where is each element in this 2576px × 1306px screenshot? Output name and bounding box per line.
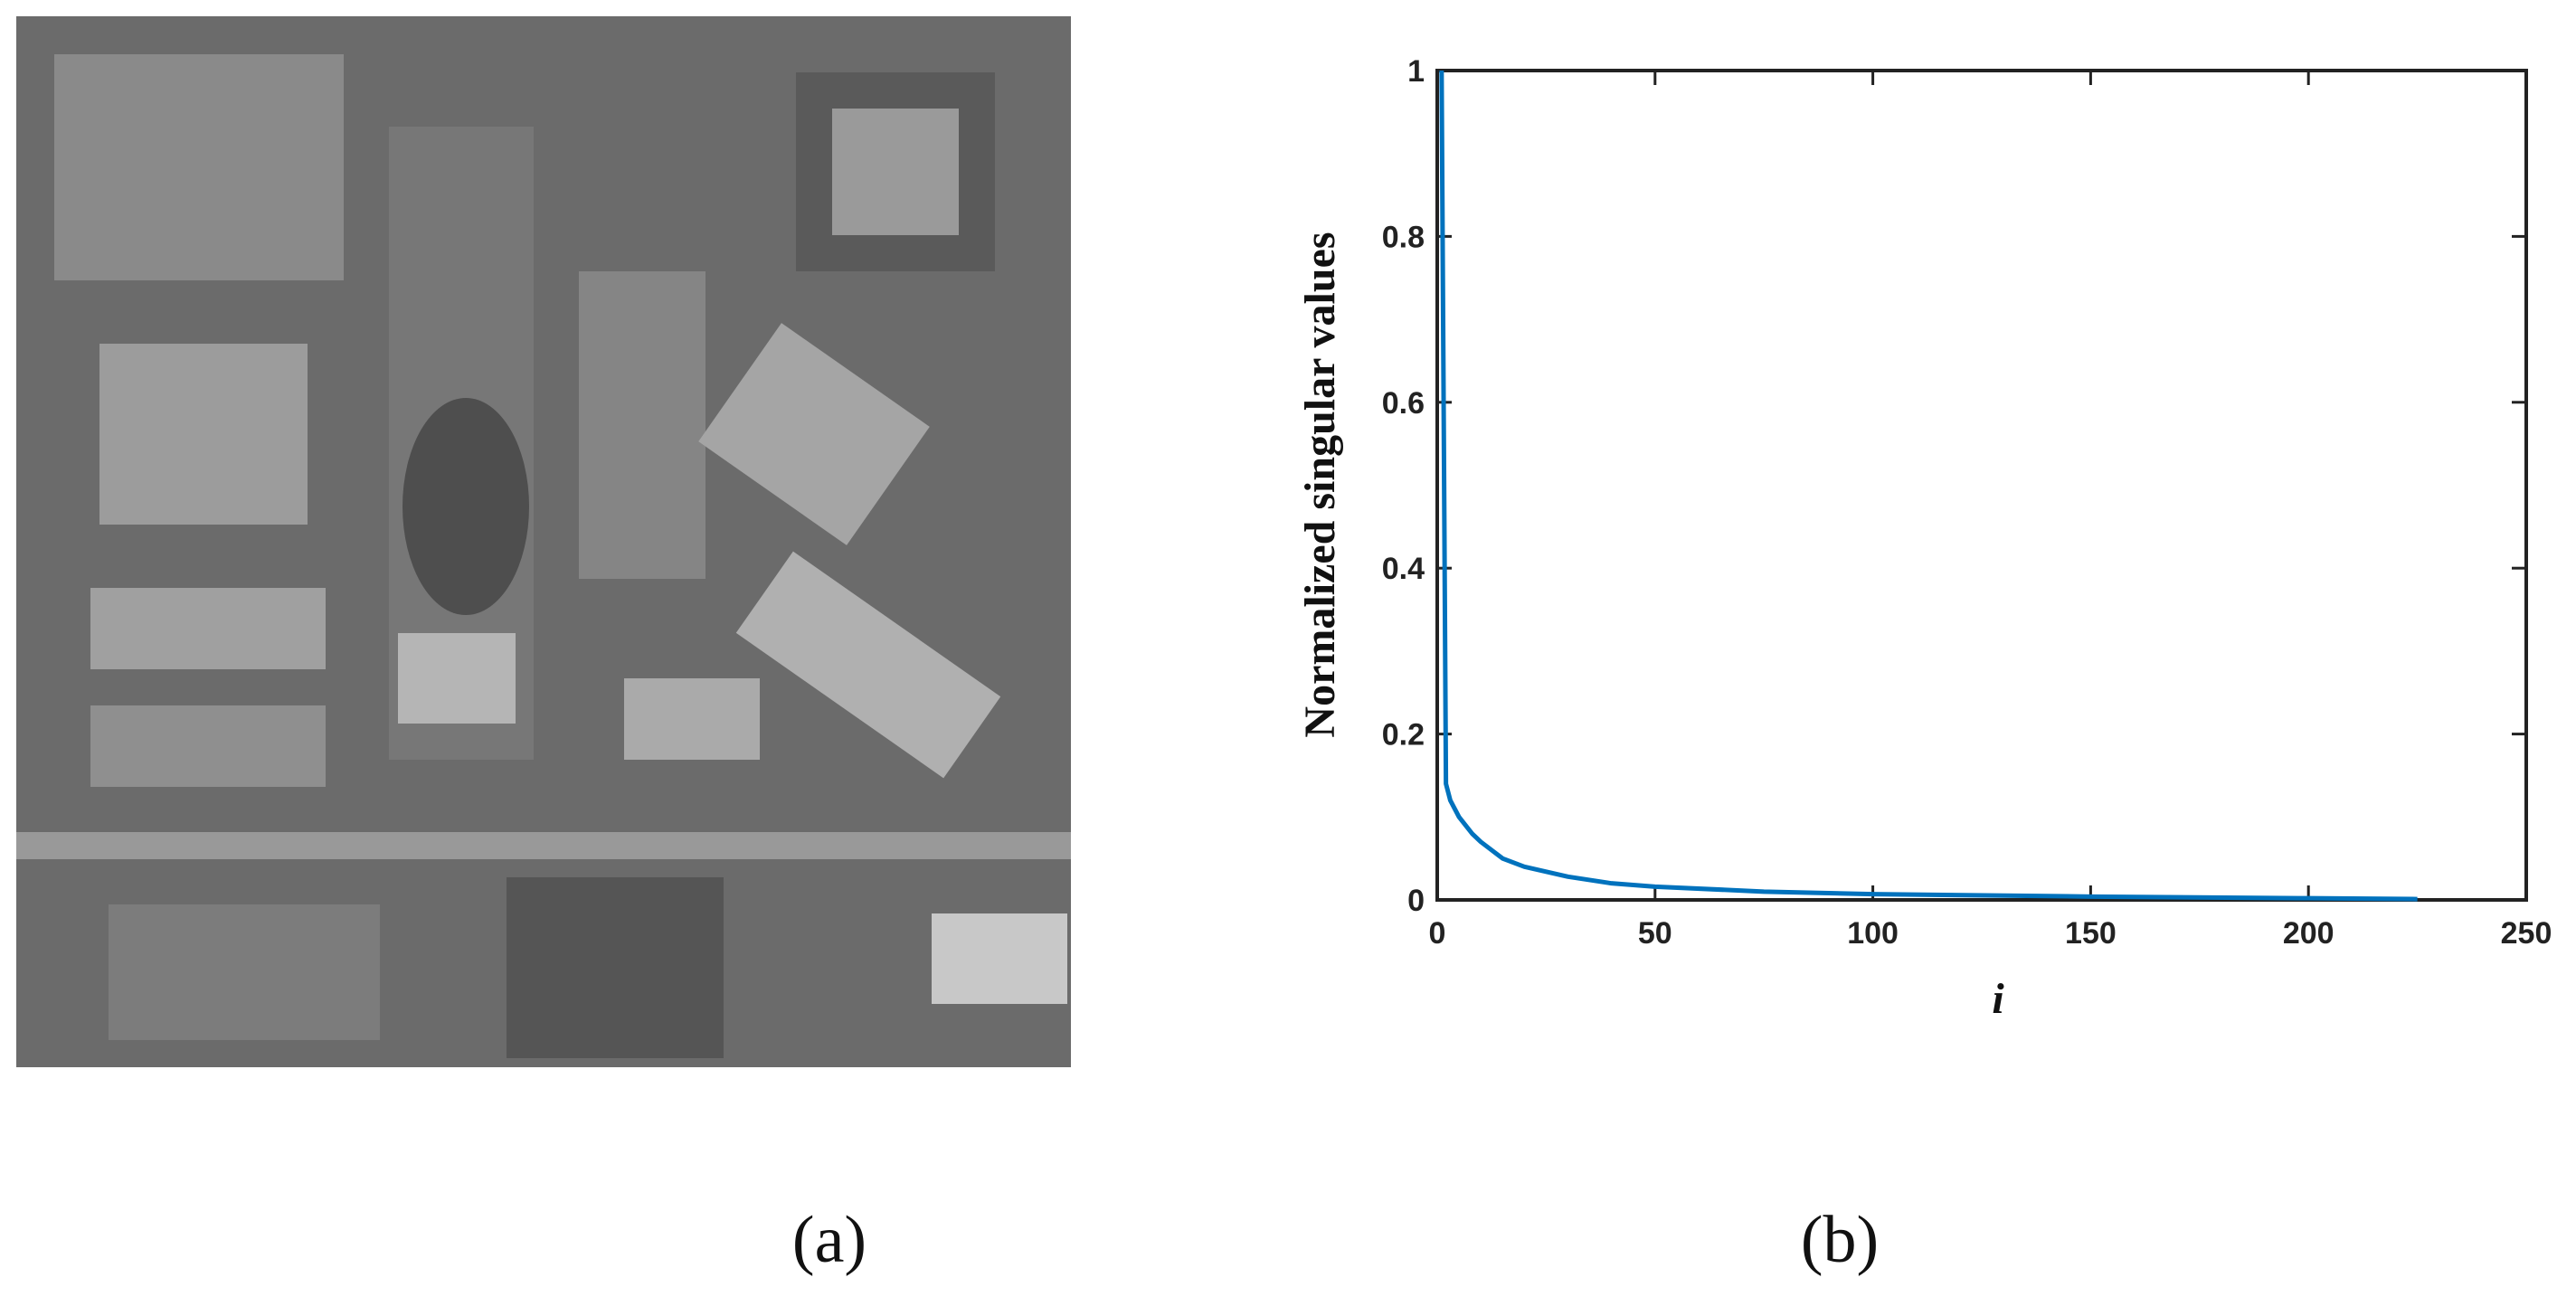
plot-frame <box>1435 69 2528 902</box>
y-tick-label: 0.8 <box>1382 220 1425 254</box>
y-tick-label: 0.2 <box>1382 718 1425 752</box>
caption: (b) <box>1801 1203 1879 1277</box>
data-line <box>1439 70 2418 902</box>
aerial-image <box>16 16 1071 1067</box>
y-axis-label: Normalized singular values <box>1296 232 1344 737</box>
x-axis-label: i <box>1992 975 2004 1023</box>
y-tick-label: 0 <box>1407 884 1425 918</box>
x-tick-label: 250 <box>2501 916 2552 951</box>
x-tick-label: 50 <box>1638 916 1672 951</box>
x-tick-label: 100 <box>1847 916 1899 951</box>
x-tick-label: 0 <box>1429 916 1446 951</box>
y-tick-label: 0.6 <box>1382 386 1425 421</box>
y-tick-label: 0.4 <box>1382 552 1425 586</box>
x-tick-label: 200 <box>2283 916 2334 951</box>
y-tick-label: 1 <box>1407 54 1425 89</box>
caption: (a) <box>792 1203 867 1277</box>
x-tick-label: 150 <box>2065 916 2117 951</box>
